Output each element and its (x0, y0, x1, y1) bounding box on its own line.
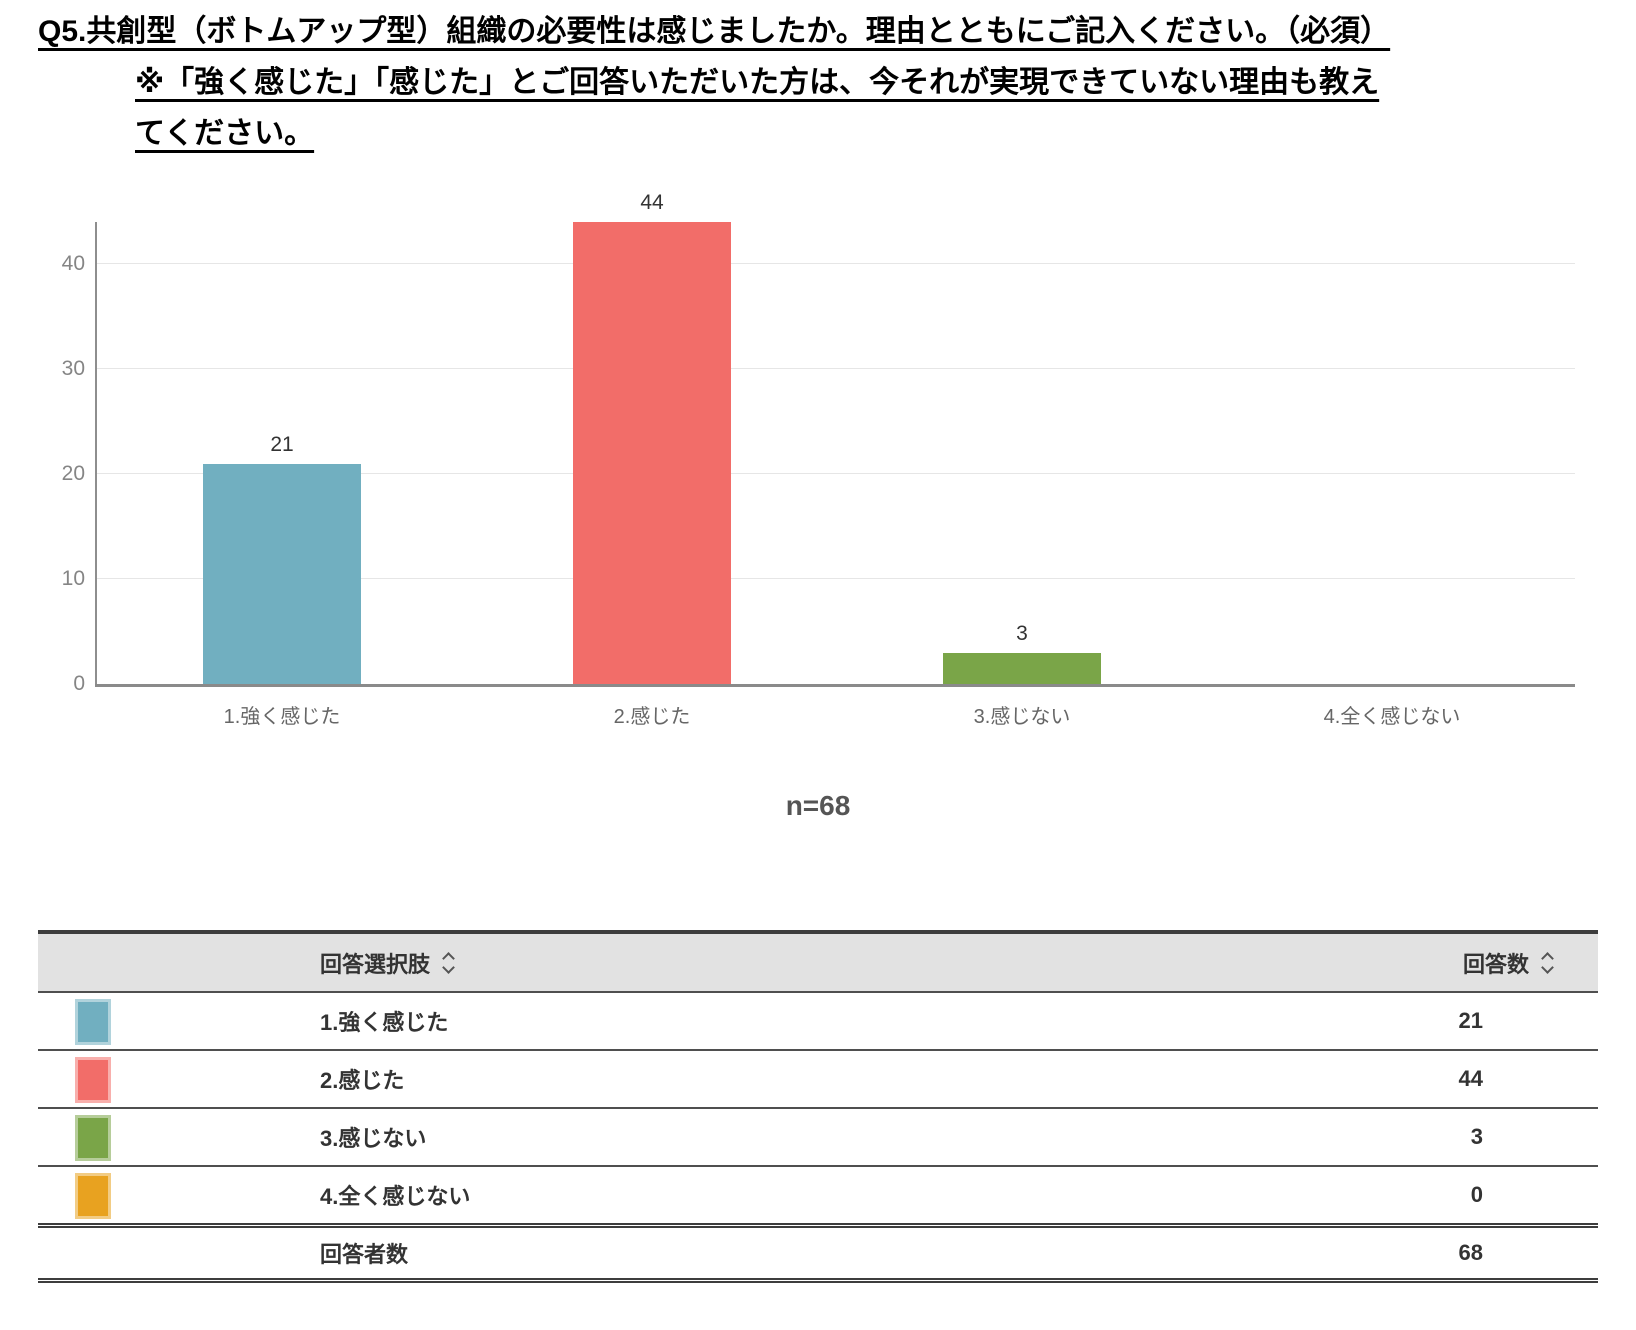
question-title-line3: てください。 (135, 117, 315, 150)
table-row-label: 2.感じた (320, 1068, 405, 1093)
table-row-value: 44 (1458, 1066, 1483, 1091)
table-total-label: 回答者数 (320, 1242, 409, 1267)
y-axis-tick-label: 20 (61, 462, 85, 485)
bar-value-label: 3 (1016, 621, 1028, 645)
bar-value-label: 44 (640, 191, 664, 214)
legend-swatch (75, 999, 111, 1045)
bar-chart: 21 44 3 0 1.強く感じた 2.感じた 3.感じない 4.全く感じない … (0, 185, 1636, 745)
question-title-line1: Q5.共創型（ボトムアップ型）組織の必要性は感じましたか。理由とともにご記入くだ… (38, 15, 1391, 48)
bar: 3 (943, 622, 1101, 684)
y-axis-tick-label: 0 (73, 672, 85, 695)
bar-value-label: 21 (270, 432, 294, 456)
y-axis-tick-label: 40 (61, 252, 85, 275)
sort-icon[interactable] (1541, 951, 1554, 974)
y-axis-tick-label: 10 (61, 567, 85, 590)
question-title-line2: ※「強く感じた」「感じた」とご回答いただいた方は、今それが実現できていない理由も… (135, 66, 1380, 99)
gridline (97, 263, 1575, 264)
legend-swatch (75, 1115, 111, 1161)
column-header-count-label: 回答数 (1462, 951, 1529, 977)
column-header-count[interactable]: 回答数 (1463, 947, 1598, 979)
sample-size-label: n=68 (785, 790, 851, 821)
question-title: Q5.共創型（ボトムアップ型）組織の必要性は感じましたか。理由とともにご記入くだ… (38, 6, 1540, 159)
gridline (97, 473, 1575, 474)
x-axis-category-label: 2.感じた (613, 706, 691, 728)
table-row-label: 3.感じない (320, 1126, 427, 1151)
x-axis-category-label: 4.全く感じない (1323, 706, 1461, 728)
gridline (97, 368, 1575, 369)
table-row-value: 21 (1458, 1008, 1483, 1033)
result-table: 回答選択肢 回答数 1.強く感じた 21 2.感じた 44 3.感じない 3 4… (38, 930, 1598, 1283)
bar: 44 (573, 191, 731, 684)
table-total-value: 68 (1458, 1240, 1483, 1265)
plot-area: 21 44 3 0 1.強く感じた 2.感じた 3.感じない 4.全く感じない … (62, 191, 1575, 728)
table-row: 2.感じた 44 (38, 1049, 1598, 1107)
table-total-row: 回答者数 68 (38, 1223, 1598, 1283)
column-header-choice-label: 回答選択肢 (320, 951, 431, 977)
x-axis-category-label: 3.感じない (973, 706, 1071, 728)
gridline (97, 578, 1575, 579)
sort-icon[interactable] (442, 951, 455, 974)
table-row: 1.強く感じた 21 (38, 991, 1598, 1049)
table-row-value: 3 (1470, 1124, 1483, 1149)
legend-swatch (75, 1057, 111, 1103)
x-axis-line (95, 684, 1575, 687)
bar: 21 (203, 433, 361, 684)
table-header-row: 回答選択肢 回答数 (38, 934, 1598, 991)
table-row-value: 0 (1470, 1182, 1483, 1207)
table-row: 4.全く感じない 0 (38, 1165, 1598, 1223)
y-axis-tick-label: 30 (61, 357, 85, 380)
table-row-label: 1.強く感じた (320, 1010, 449, 1035)
column-header-choice[interactable]: 回答選択肢 (38, 947, 1463, 979)
table-row: 3.感じない 3 (38, 1107, 1598, 1165)
legend-swatch (75, 1173, 111, 1219)
x-axis-category-label: 1.強く感じた (223, 706, 341, 728)
table-row-label: 4.全く感じない (320, 1184, 471, 1209)
